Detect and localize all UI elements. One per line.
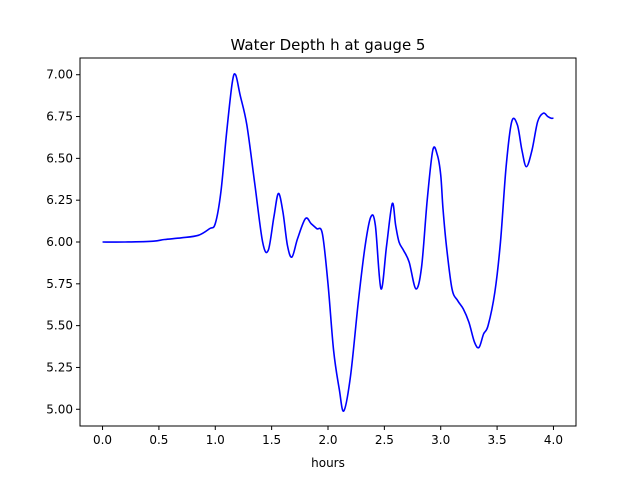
x-axis: 0.0 0.5 1.0 1.5 2.0 2.5 3.0 3.5 4.0 (93, 426, 563, 447)
y-tick-label: 6.00 (46, 235, 73, 249)
y-tick-label: 5.25 (46, 360, 73, 374)
y-tick-label: 6.75 (46, 110, 73, 124)
x-tick-label: 3.0 (431, 433, 450, 447)
x-tick-label: 3.5 (488, 433, 507, 447)
y-tick-label: 5.50 (46, 319, 73, 333)
y-tick-label: 7.00 (46, 68, 73, 82)
series-layer (102, 73, 554, 412)
x-axis-label: hours (311, 456, 345, 470)
y-tick-label: 5.00 (46, 402, 73, 416)
plot-frame (79, 57, 577, 427)
x-tick-label: 1.5 (262, 433, 281, 447)
x-tick-label: 2.5 (375, 433, 394, 447)
x-tick-label: 0.0 (93, 433, 112, 447)
x-tick-label: 0.5 (149, 433, 168, 447)
y-tick-label: 6.50 (46, 151, 73, 165)
water-depth-line (102, 73, 554, 412)
x-tick-label: 4.0 (544, 433, 563, 447)
y-axis: 5.00 5.25 5.50 5.75 6.00 6.25 6.50 6.75 7.00 (46, 68, 80, 416)
y-tick-label: 6.25 (46, 193, 73, 207)
x-tick-label: 2.0 (318, 433, 337, 447)
y-tick-label: 5.75 (46, 277, 73, 291)
x-tick-label: 1.0 (206, 433, 225, 447)
chart-title: Water Depth h at gauge 5 (231, 36, 426, 54)
